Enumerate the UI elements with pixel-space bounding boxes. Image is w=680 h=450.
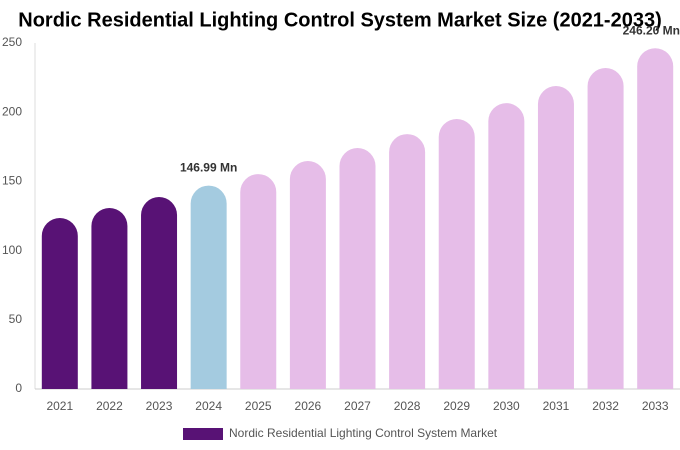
y-tick-label: 0 [15,381,22,395]
x-tick-label: 2024 [195,399,222,413]
x-tick-label: 2023 [146,399,173,413]
x-tick-label: 2026 [295,399,322,413]
bar [289,161,326,389]
x-tick-label: 2028 [394,399,421,413]
bar [488,103,525,390]
x-tick-label: 2030 [493,399,520,413]
bar [141,197,178,389]
bar [389,134,426,389]
x-tick-label: 2025 [245,399,272,413]
x-tick-label: 2033 [642,399,669,413]
value-label: 246.20 Mn [623,23,680,37]
chart-title: Nordic Residential Lighting Control Syst… [18,9,662,31]
bar [537,86,574,390]
y-tick-label: 100 [2,243,22,257]
bar [438,118,475,389]
bar [41,217,78,389]
bar [240,174,277,389]
legend-swatch [183,428,223,440]
bar [339,148,376,389]
x-tick-label: 2027 [344,399,371,413]
x-tick-label: 2029 [443,399,470,413]
x-tick-label: 2032 [592,399,619,413]
x-tick-label: 2021 [46,399,73,413]
y-tick-label: 250 [2,35,22,49]
value-label: 146.99 Mn [180,161,237,175]
bar [91,207,128,389]
x-tick-label: 2022 [96,399,123,413]
bar [637,48,674,389]
y-tick-label: 200 [2,104,22,118]
bar [587,68,624,389]
y-tick-label: 50 [9,312,23,326]
y-tick-label: 150 [2,174,22,188]
x-tick-label: 2031 [543,399,570,413]
bar [190,185,227,389]
legend-label: Nordic Residential Lighting Control Syst… [229,426,498,440]
